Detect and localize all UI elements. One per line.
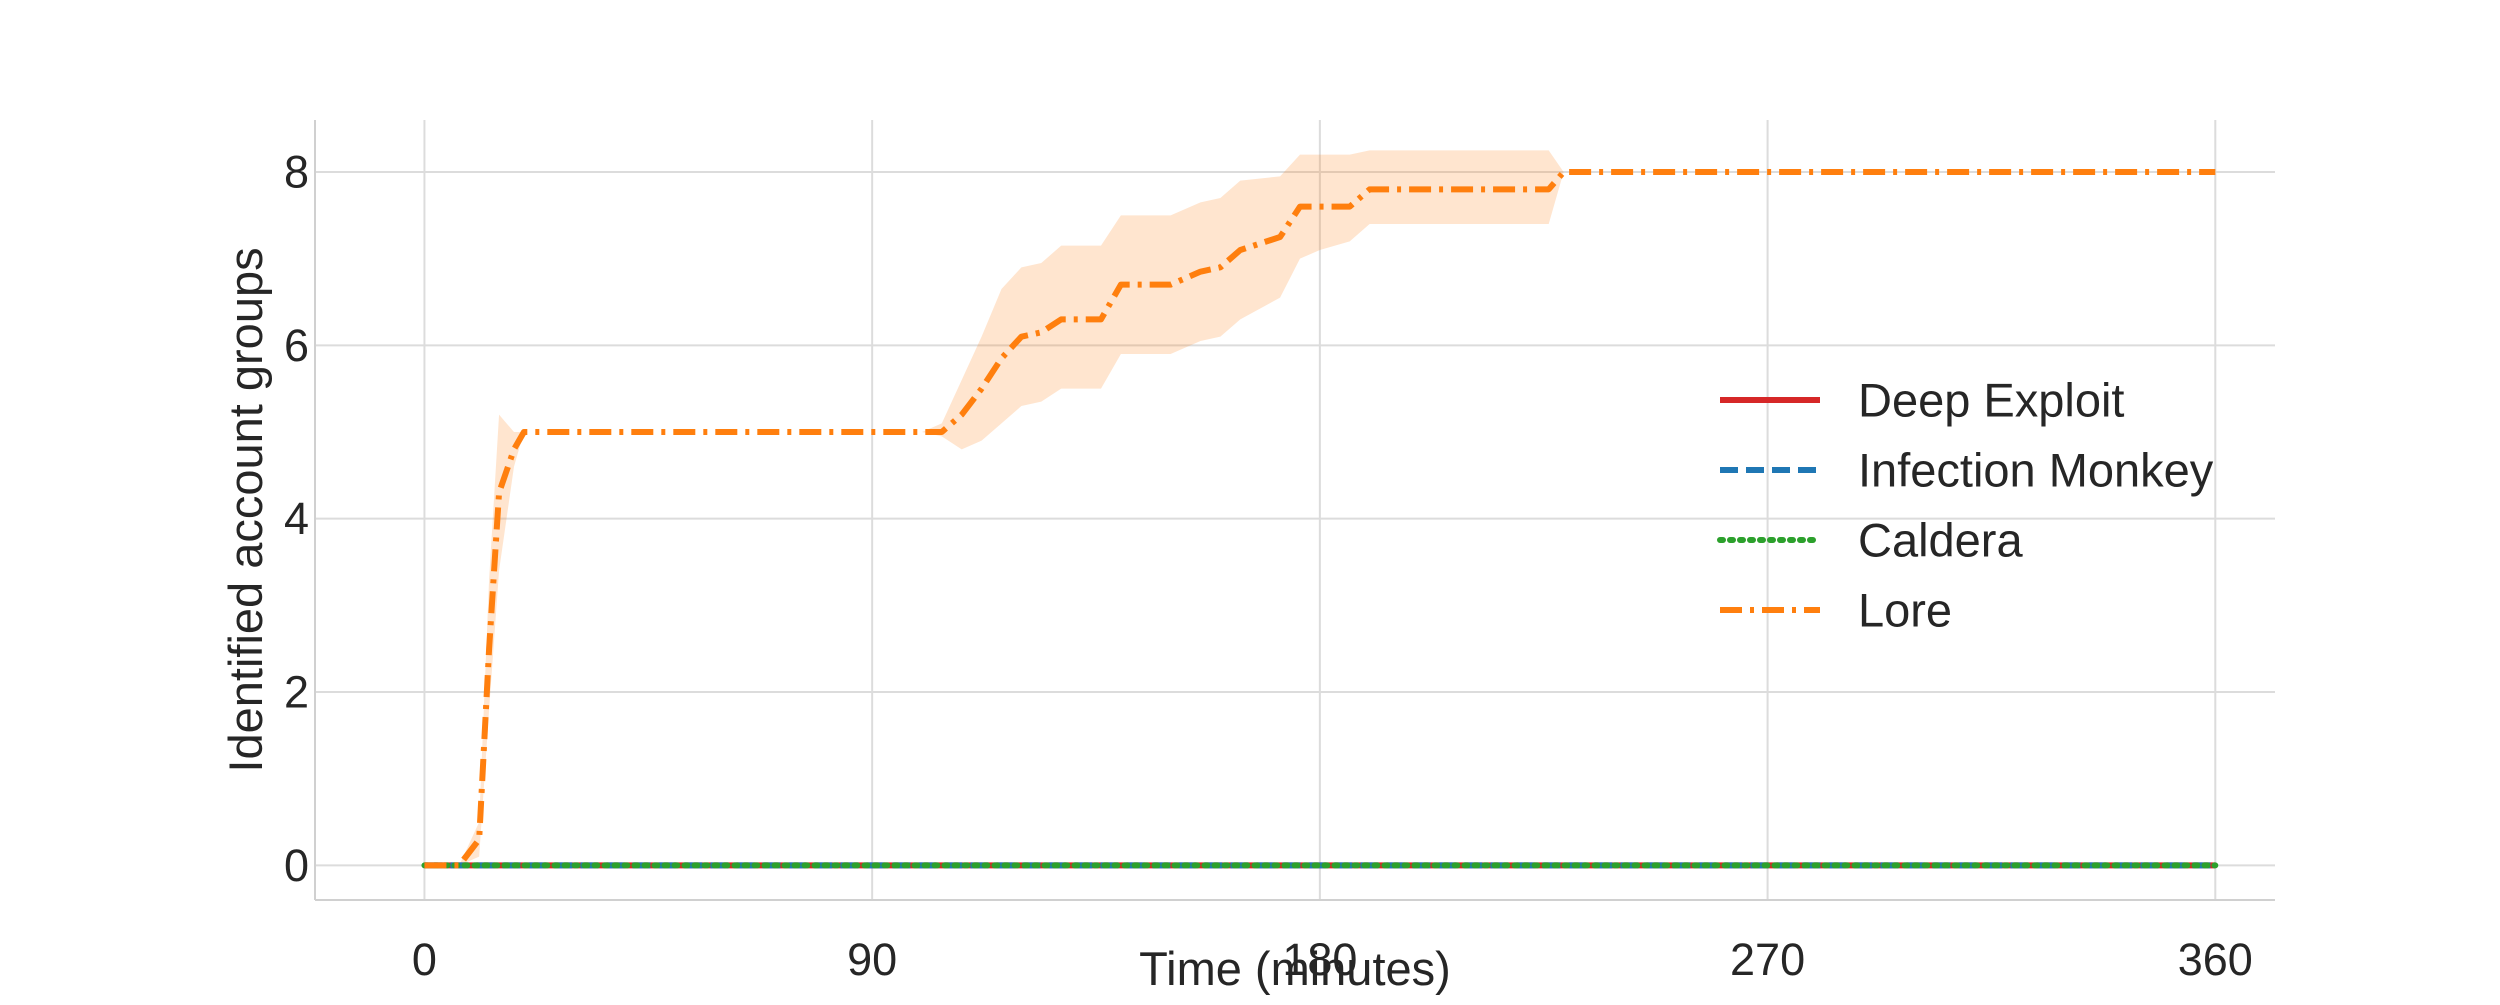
x-tick-label: 90 xyxy=(847,934,897,985)
y-tick-label: 6 xyxy=(284,320,309,371)
legend-label: Lore xyxy=(1858,584,1952,637)
series-line xyxy=(424,169,2216,869)
x-tick-label: 0 xyxy=(412,934,437,985)
y-tick-label: 4 xyxy=(284,493,309,544)
axes-layer xyxy=(314,120,2275,901)
tick-labels-layer: 0 90 180 270 360 0 2 4 6 8 xyxy=(284,147,2253,985)
legend-label: Infection Monkey xyxy=(1858,444,2214,497)
legend: Deep Exploit Infection Monkey Caldera Lore xyxy=(1717,374,2214,637)
x-tick-label: 180 xyxy=(1282,934,1357,985)
y-axis-label: Identified account groups xyxy=(219,247,272,772)
series-layer xyxy=(421,169,2219,869)
legend-label: Caldera xyxy=(1858,514,2023,567)
y-tick-label: 8 xyxy=(284,147,309,198)
x-axis-label: Time (minutes) xyxy=(1139,942,1451,995)
x-tick-label: 360 xyxy=(2178,934,2253,985)
y-tick-label: 0 xyxy=(284,840,309,891)
legend-label: Deep Exploit xyxy=(1858,374,2125,427)
y-tick-label: 2 xyxy=(284,667,309,718)
x-tick-label: 270 xyxy=(1730,934,1805,985)
